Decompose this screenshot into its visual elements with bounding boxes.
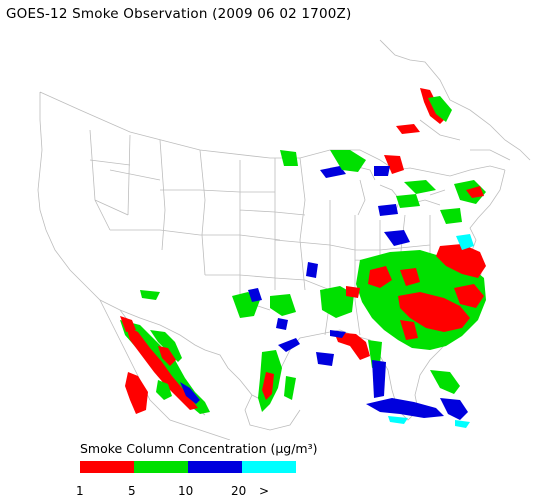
smoke-north: [280, 88, 486, 224]
smoke-central: [140, 262, 318, 330]
smoke-gulf: [258, 330, 386, 412]
map-borders: [37, 39, 531, 440]
smoke-caribbean: [366, 370, 470, 428]
legend-tick-1: 1: [76, 484, 84, 498]
canada-coast: [379, 39, 531, 161]
legend-swatch-5-10: [134, 461, 188, 473]
smoke-southeast: [320, 230, 486, 350]
legend-swatch-10-20: [188, 461, 242, 473]
legend-tick-10: 10: [178, 484, 194, 498]
map-title: GOES-12 Smoke Observation (2009 06 02 17…: [6, 6, 352, 22]
legend-tick-5: 5: [128, 484, 136, 498]
smoke-observations: [120, 88, 486, 428]
legend-tick-20: 20: [231, 484, 247, 498]
legend-tick-greater: >: [259, 484, 270, 498]
smoke-sierra-madre: [120, 316, 210, 414]
smoke-map: [37, 39, 531, 440]
legend-title: Smoke Column Concentration (μg/m³): [80, 441, 318, 456]
legend-swatch-1-5: [80, 461, 134, 473]
legend-swatch-20-plus: [242, 461, 296, 473]
legend-color-bar: [80, 461, 296, 473]
